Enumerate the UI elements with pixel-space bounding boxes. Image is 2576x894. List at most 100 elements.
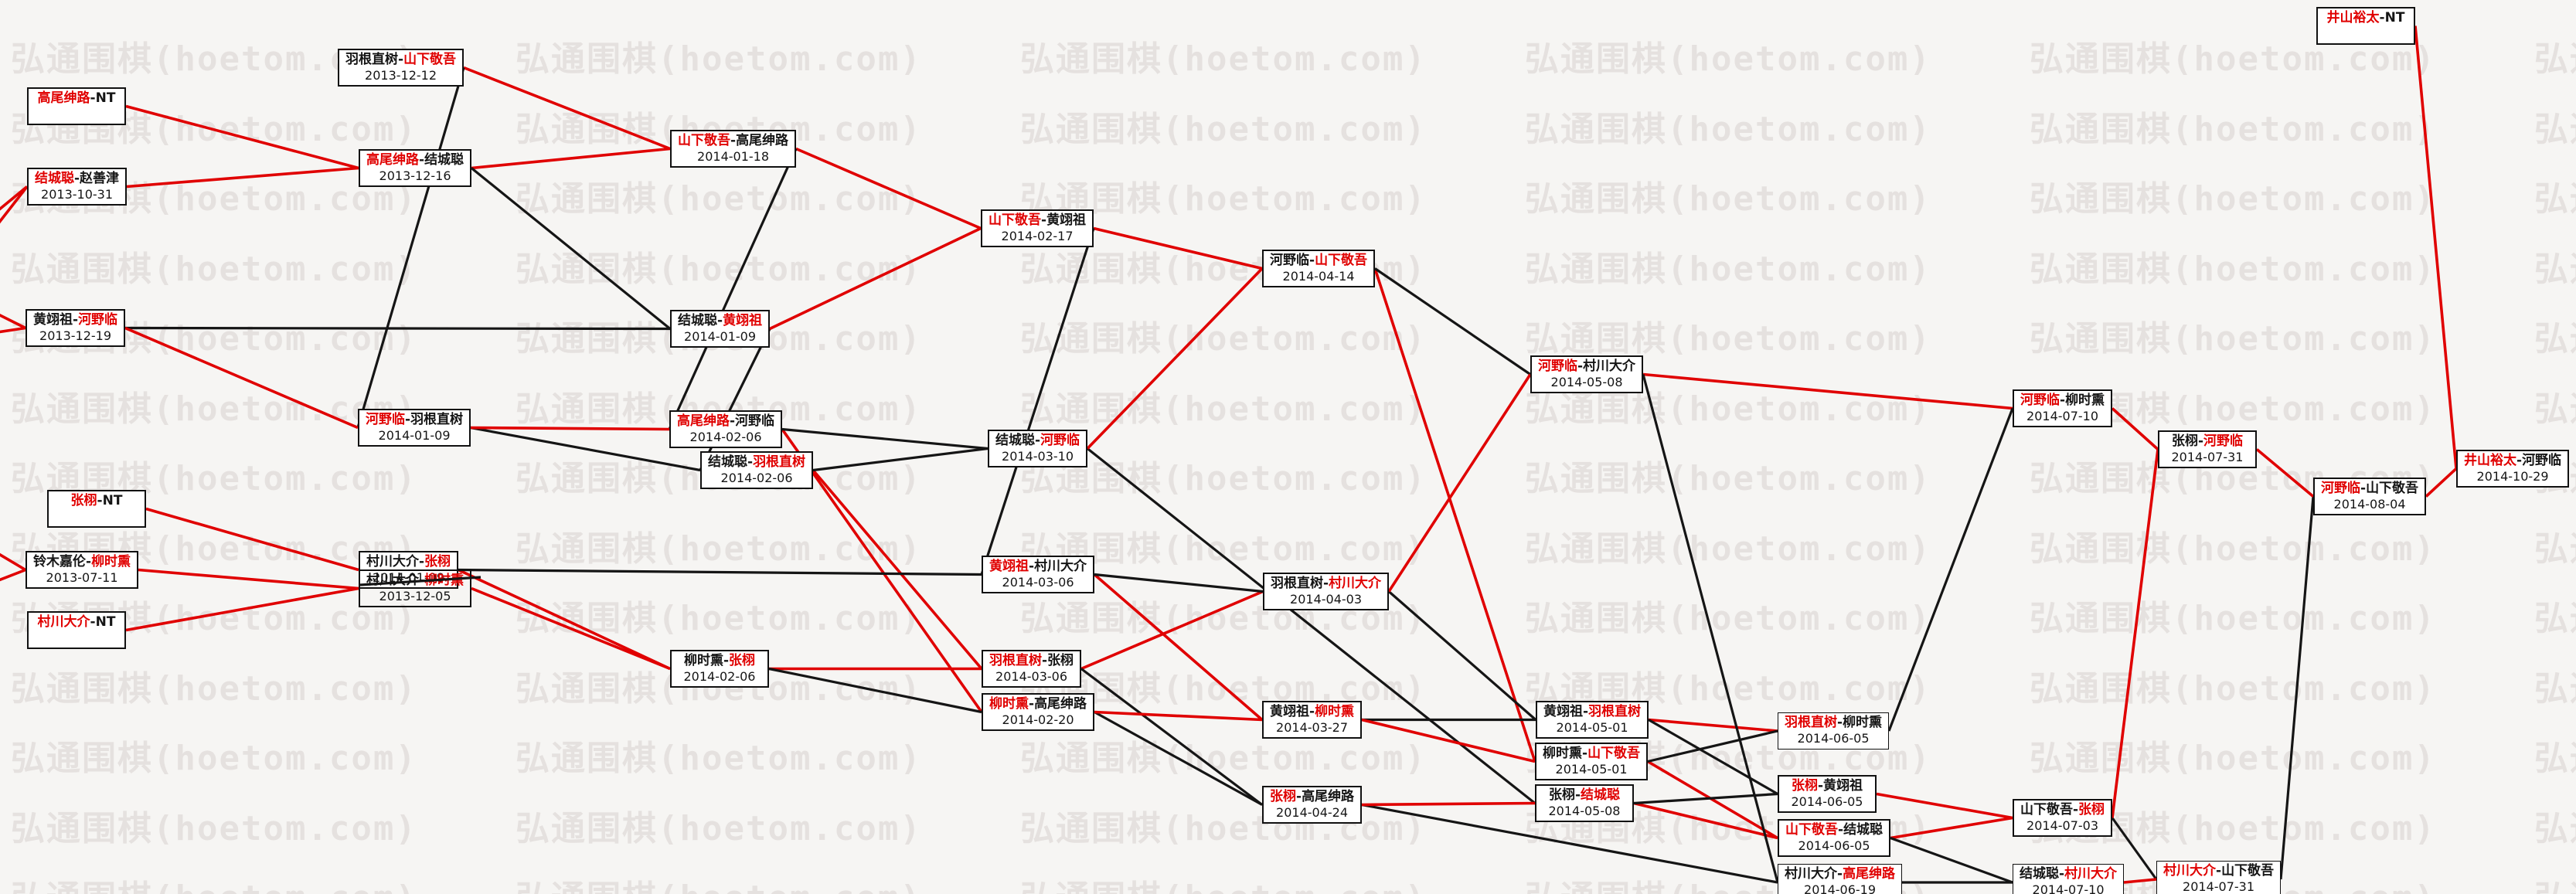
game-node-C2[interactable]: 结城聪-黄翊祖 2014-01-09 (670, 310, 771, 348)
player-name: 张栩 (1548, 787, 1575, 803)
game-node-E4[interactable]: 张栩-高尾绅路 2014-04-24 (1262, 786, 1363, 824)
edge-D4-E4-black (1080, 668, 1263, 806)
matchup-label: 井山裕太-河野临 (2464, 453, 2561, 469)
game-node-D2[interactable]: 结城聪-河野临 2014-03-10 (988, 430, 1088, 467)
game-date: 2014-05-01 (1556, 720, 1628, 735)
stub-edge-A5 (0, 552, 26, 572)
matchup-label: 山下敬吾-黄翊祖 (989, 212, 1086, 229)
winner-name: 村川大介 (2064, 866, 2118, 882)
game-node-G4[interactable]: 村川大介-高尾绅路 2014-06-19 (1778, 864, 1903, 894)
winner-name: 山下敬吾 (678, 133, 730, 148)
game-date: 2013-07-11 (46, 570, 118, 585)
player-name: - (1838, 822, 1844, 838)
matchup-label: 高尾绅路-结城聪 (366, 152, 464, 168)
game-date: 2014-04-24 (1276, 805, 1349, 820)
watermark-text: 弘通围棋(hoetom.com) (11, 389, 417, 429)
strike-line (359, 576, 482, 586)
game-node-G3[interactable]: 山下敬吾-结城聪 2014-06-05 (1778, 819, 1891, 857)
game-node-D3[interactable]: 黄翊祖-村川大介 2014-03-06 (982, 556, 1095, 593)
edge-D5-E3-red (1094, 710, 1263, 722)
edge-A1-B2-red (125, 104, 359, 170)
edge-A6-B4b-red (125, 586, 359, 632)
game-node-I2[interactable]: 村川大介-山下敬吾 2014-07-31 (2156, 861, 2282, 894)
edge-F2-G1-red (1648, 718, 1778, 733)
game-node-D5[interactable]: 柳时熏-高尾绅路 2014-02-20 (982, 693, 1095, 731)
game-node-D1[interactable]: 山下敬吾-黄翊祖 2014-02-17 (981, 209, 1094, 247)
game-node-E3[interactable]: 黄翊祖-柳时熏 2014-03-27 (1262, 701, 1363, 739)
edge-C4-D2-black (812, 447, 989, 472)
game-node-C1[interactable]: 山下敬吾-高尾绅路 2014-01-18 (670, 130, 797, 168)
game-node-A6[interactable]: 村川大介-NT (27, 611, 126, 649)
matchup-label: 河野临-村川大介 (1538, 359, 1635, 375)
winner-name: 河野临 (366, 412, 405, 427)
player-name: - (1577, 359, 1584, 374)
player-name: 结城聪 (708, 454, 747, 470)
player-name: 羽根直树 (1271, 576, 1323, 591)
watermark-text: 弘通围棋(hoetom.com) (2030, 109, 2436, 149)
edge-D2-E1-red (1086, 267, 1264, 450)
edge-B4a-C5-red (458, 568, 671, 671)
matchup-label: 张栩-河野临 (2166, 433, 2249, 450)
edge-B4b-C5-red (471, 586, 671, 671)
watermark-text: 弘通围棋(hoetom.com) (2030, 39, 2436, 79)
winner-name: 井山裕太 (2326, 10, 2380, 25)
game-node-G1[interactable]: 羽根直树-柳时熏 2014-06-05 (1778, 712, 1890, 750)
game-node-C4[interactable]: 结城聪-羽根直树 2014-02-06 (700, 451, 814, 489)
player-name: 黄翊祖 (33, 312, 73, 328)
game-node-G2[interactable]: 张栩-黄翊祖 2014-06-05 (1778, 775, 1877, 813)
player-name: -NT (2379, 10, 2405, 25)
watermark-text: 弘通围棋(hoetom.com) (1525, 179, 1931, 219)
edge-E1-F1-black (1374, 267, 1531, 376)
player-name: 山下敬吾 (2366, 481, 2419, 496)
game-node-B3[interactable]: 河野临-羽根直树 2014-01-09 (358, 409, 471, 447)
game-node-F2[interactable]: 黄翊祖-羽根直树 2014-05-01 (1536, 701, 1649, 739)
edge-D3-E2-black (1094, 573, 1264, 593)
game-node-A2[interactable]: 结城聪-赵善津 2013-10-31 (27, 168, 128, 206)
game-node-J1[interactable]: 河野临-山下敬吾 2014-08-04 (2313, 478, 2427, 515)
watermark-text: 弘通围棋(hoetom.com) (2030, 599, 2436, 638)
game-date: 2013-12-16 (379, 168, 451, 183)
game-node-A4[interactable]: 张栩-NT (47, 490, 146, 528)
watermark-text: 弘通围棋(hoetom.com) (1525, 459, 1931, 498)
game-node-A3[interactable]: 黄翊祖-河野临 2013-12-19 (26, 309, 126, 347)
game-node-F3[interactable]: 柳时熏-山下敬吾 2014-05-01 (1535, 743, 1649, 780)
game-node-B1[interactable]: 羽根直树-山下敬吾 2013-12-12 (338, 49, 464, 87)
game-node-H3[interactable]: 结城聪-村川大介 2014-07-10 (2013, 864, 2125, 894)
game-node-C5[interactable]: 柳时熏-张栩 2014-02-06 (670, 650, 769, 688)
game-date: 2014-06-19 (1804, 882, 1877, 894)
player-name: 结城聪 (424, 152, 464, 168)
player-name: - (1837, 866, 1843, 882)
game-node-A1[interactable]: 高尾绅路-NT (27, 87, 126, 125)
game-node-D4[interactable]: 羽根直树-张栩 2014-03-06 (982, 650, 1082, 688)
game-node-B2[interactable]: 高尾绅路-结城聪 2013-12-16 (359, 149, 472, 187)
matchup-label: 羽根直树-村川大介 (1271, 576, 1381, 592)
player-name: - (1035, 433, 1041, 448)
watermark-text: 弘通围棋(hoetom.com) (1525, 599, 1931, 638)
game-node-E1[interactable]: 河野临-山下敬吾 2014-04-14 (1262, 250, 1376, 287)
game-node-C3[interactable]: 高尾绅路-河野临 2014-02-06 (669, 410, 783, 448)
watermark-text: 弘通围棋(hoetom.com) (2534, 179, 2576, 219)
game-node-E2[interactable]: 羽根直树-村川大介 2014-04-03 (1263, 573, 1390, 610)
winner-name: 高尾绅路 (1843, 866, 1896, 882)
winner-name: 山下敬吾 (1587, 746, 1641, 761)
game-node-F1[interactable]: 河野临-村川大介 2014-05-08 (1530, 355, 1644, 393)
winner-name: 柳时熏 (989, 696, 1029, 712)
game-node-F4[interactable]: 张栩-结城聪 2014-05-08 (1535, 784, 1634, 822)
game-node-J3[interactable]: 井山裕太-NT (2316, 7, 2415, 45)
player-name: 村川大介 (1583, 359, 1636, 374)
player-name: - (1296, 789, 1302, 804)
game-node-I1[interactable]: 张栩-河野临 2014-07-31 (2158, 430, 2257, 468)
winner-name: 高尾绅路 (37, 90, 90, 106)
player-name: 羽根直树 (410, 412, 464, 427)
game-node-A5[interactable]: 铃木嘉伦-柳时熏 2013-07-11 (26, 551, 139, 589)
player-name: 张栩 (1047, 653, 1074, 668)
watermark-text: 弘通围棋(hoetom.com) (516, 739, 922, 778)
winner-name: 张栩 (424, 554, 451, 569)
game-node-J2[interactable]: 井山裕太-河野临 2014-10-29 (2456, 450, 2570, 488)
matchup-label: 柳时熏-张栩 (678, 653, 761, 669)
game-node-H1[interactable]: 河野临-柳时熏 2014-07-10 (2013, 389, 2113, 427)
winner-name: 山下敬吾 (989, 212, 1041, 228)
game-node-H2[interactable]: 山下敬吾-张栩 2014-07-03 (2013, 799, 2113, 837)
edge-D4-E2-red (1080, 590, 1264, 671)
